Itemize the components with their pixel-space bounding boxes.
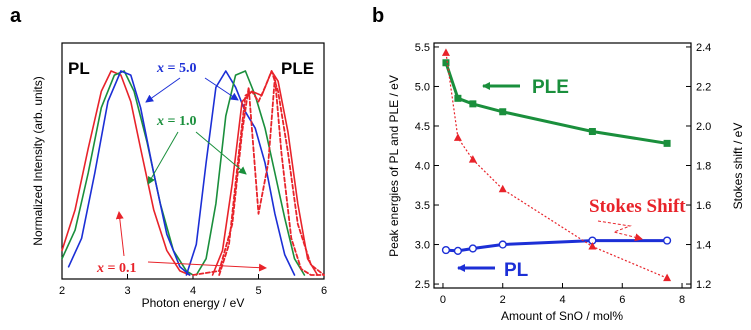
panel-b-point-pl — [662, 236, 672, 245]
stokes-arrow — [597, 220, 643, 242]
panel-b-y-tick-label: 5.0 — [415, 81, 430, 93]
panel-a-series-x-0-1-pl-0 — [61, 70, 191, 276]
panel-b-point-stokes-shift — [663, 273, 672, 282]
panel-a-series-x-1-0-pl-1 — [61, 70, 194, 276]
panel-b-y2-tick-label: 2.4 — [696, 42, 711, 54]
panel-b-point-pl — [468, 244, 477, 253]
annotation-x-1-0: x = 1.0 — [156, 114, 196, 129]
panel-b-y-tick-label: 2.5 — [415, 279, 430, 291]
arrow-x-1-0-ple — [195, 131, 247, 175]
arrow-x-5-0-ple — [204, 77, 239, 101]
panel-b-series-group — [441, 48, 672, 282]
panel-a-x-ticks: 2 3 4 5 6 — [59, 274, 327, 297]
arrow-x-1-0-pl — [147, 131, 179, 185]
panel-b-x-tick-label: 2 — [500, 294, 506, 306]
annotation-x-0-1: x = 0.1 — [96, 261, 136, 276]
panel-a-ple-label: PLE — [281, 59, 314, 78]
annotation-x-1-0-value: = 1.0 — [164, 114, 196, 129]
ple-series-label: PLE — [532, 77, 569, 98]
arrow-x-0-1-pl — [115, 211, 125, 257]
panel-a-series-x-5-0-ple-3 — [185, 70, 296, 276]
panel-a-series-x-5-0-pl-2 — [67, 70, 191, 276]
panel-b-point-pl — [441, 245, 451, 255]
panel-b-series-line-stokes-shift — [445, 52, 668, 279]
panel-a-label: a — [10, 5, 22, 27]
panel-b-x-axis-title: Amount of SnO / mol% — [501, 309, 623, 323]
annotation-x-5-0: x = 5.0 — [156, 61, 196, 76]
panel-b-y2-tick-label: 1.2 — [696, 279, 711, 291]
panel-b-y2-tick-label: 2.2 — [696, 81, 711, 93]
panel-b-point-pl — [498, 240, 507, 249]
panel-a-x-axis-title: Photon energy / eV — [142, 296, 245, 310]
panel-b-y2-tick-label: 1.8 — [696, 161, 711, 173]
panel-b-point-stokes-shift — [468, 155, 477, 163]
panel-b-point-stokes-shift — [453, 133, 462, 141]
panel-b-point-ple — [588, 128, 596, 136]
panel-b-y-tick-label: 4.0 — [415, 161, 430, 173]
panel-b-y2-ticks: 1.2 1.4 1.6 1.8 2.0 2.2 2.4 — [686, 42, 711, 291]
panel-a-series-group — [61, 70, 325, 276]
annotation-x-0-1-value: = 0.1 — [104, 261, 136, 276]
annotation-x-5-0-value: = 5.0 — [164, 61, 196, 76]
panel-a-pl-label: PL — [68, 59, 90, 78]
panel-b-series-line-pl — [445, 239, 668, 253]
annotation-x-5-0-var: x — [156, 61, 164, 76]
panel-b-point-ple — [499, 108, 507, 116]
panel-b-label: b — [372, 5, 384, 27]
panel-a-series-x-1-0-ple-4 — [195, 70, 306, 276]
annotation-x-1-0-var: x — [156, 114, 164, 129]
stokes-series-label: Stokes Shift — [589, 196, 686, 217]
panel-a: a 2 3 4 5 6 Photon energy / eV Normalized In… — [10, 5, 327, 310]
panel-b-point-stokes-shift — [588, 242, 597, 250]
pl-series-label: PL — [504, 260, 529, 281]
panel-b-y-tick-label: 4.5 — [415, 121, 430, 133]
panel-b-point-ple — [454, 94, 462, 102]
panel-b-series-line-ple — [444, 62, 668, 145]
panel-b-point-pl — [453, 246, 463, 255]
panel-b-y2-tick-label: 1.4 — [696, 240, 711, 252]
annotation-x-0-1-var: x — [96, 261, 104, 276]
panel-b-x-tick-label: 8 — [679, 294, 685, 306]
panel-b-point-ple — [663, 139, 671, 147]
panel-b-y2-tick-label: 2.0 — [696, 121, 711, 133]
panel-b-y-axis-title: Peak energies of PL and PLE / eV — [387, 75, 401, 257]
panel-b-point-stokes-shift — [498, 184, 507, 193]
panel-b-x-tick-label: 6 — [619, 294, 625, 306]
panel-b-x-tick-label: 0 — [440, 294, 446, 306]
panel-b-y-tick-label: 3.0 — [415, 240, 430, 252]
panel-a-x-tick-label: 5 — [255, 285, 261, 297]
panel-a-x-tick-label: 4 — [190, 285, 196, 297]
panel-b-x-tick-label: 4 — [559, 294, 565, 306]
panel-a-series-x-0-1-ple-dashed-7 — [218, 70, 325, 276]
panel-a-x-tick-label: 3 — [124, 285, 130, 297]
panel-b-point-ple — [469, 100, 477, 108]
arrow-x-5-0-pl — [145, 77, 181, 103]
panel-a-x-tick-label: 2 — [59, 285, 65, 297]
panel-b-y-tick-label: 5.5 — [415, 42, 430, 54]
panel-b-x-ticks: 0 2 4 6 8 — [440, 283, 685, 306]
panel-b-y-ticks: 2.5 3.0 3.5 4.0 4.5 5.0 5.5 — [415, 42, 439, 291]
panel-b-y2-tick-label: 1.6 — [696, 200, 711, 212]
panel-b-y2-axis-title: Stokes shift / eV — [731, 123, 745, 210]
panel-a-series-x-0-1-pl-dashed-6 — [192, 76, 325, 276]
panel-b-point-ple — [442, 59, 450, 67]
panel-b-point-stokes-shift — [441, 48, 450, 56]
panel-a-frame — [61, 42, 325, 280]
panel-a-y-axis-title: Normalized Intensity (arb. units) — [31, 76, 45, 245]
arrow-x-0-1-ple — [147, 261, 267, 272]
panel-b-y-tick-label: 3.5 — [415, 200, 430, 212]
panel-a-x-tick-label: 6 — [321, 285, 327, 297]
